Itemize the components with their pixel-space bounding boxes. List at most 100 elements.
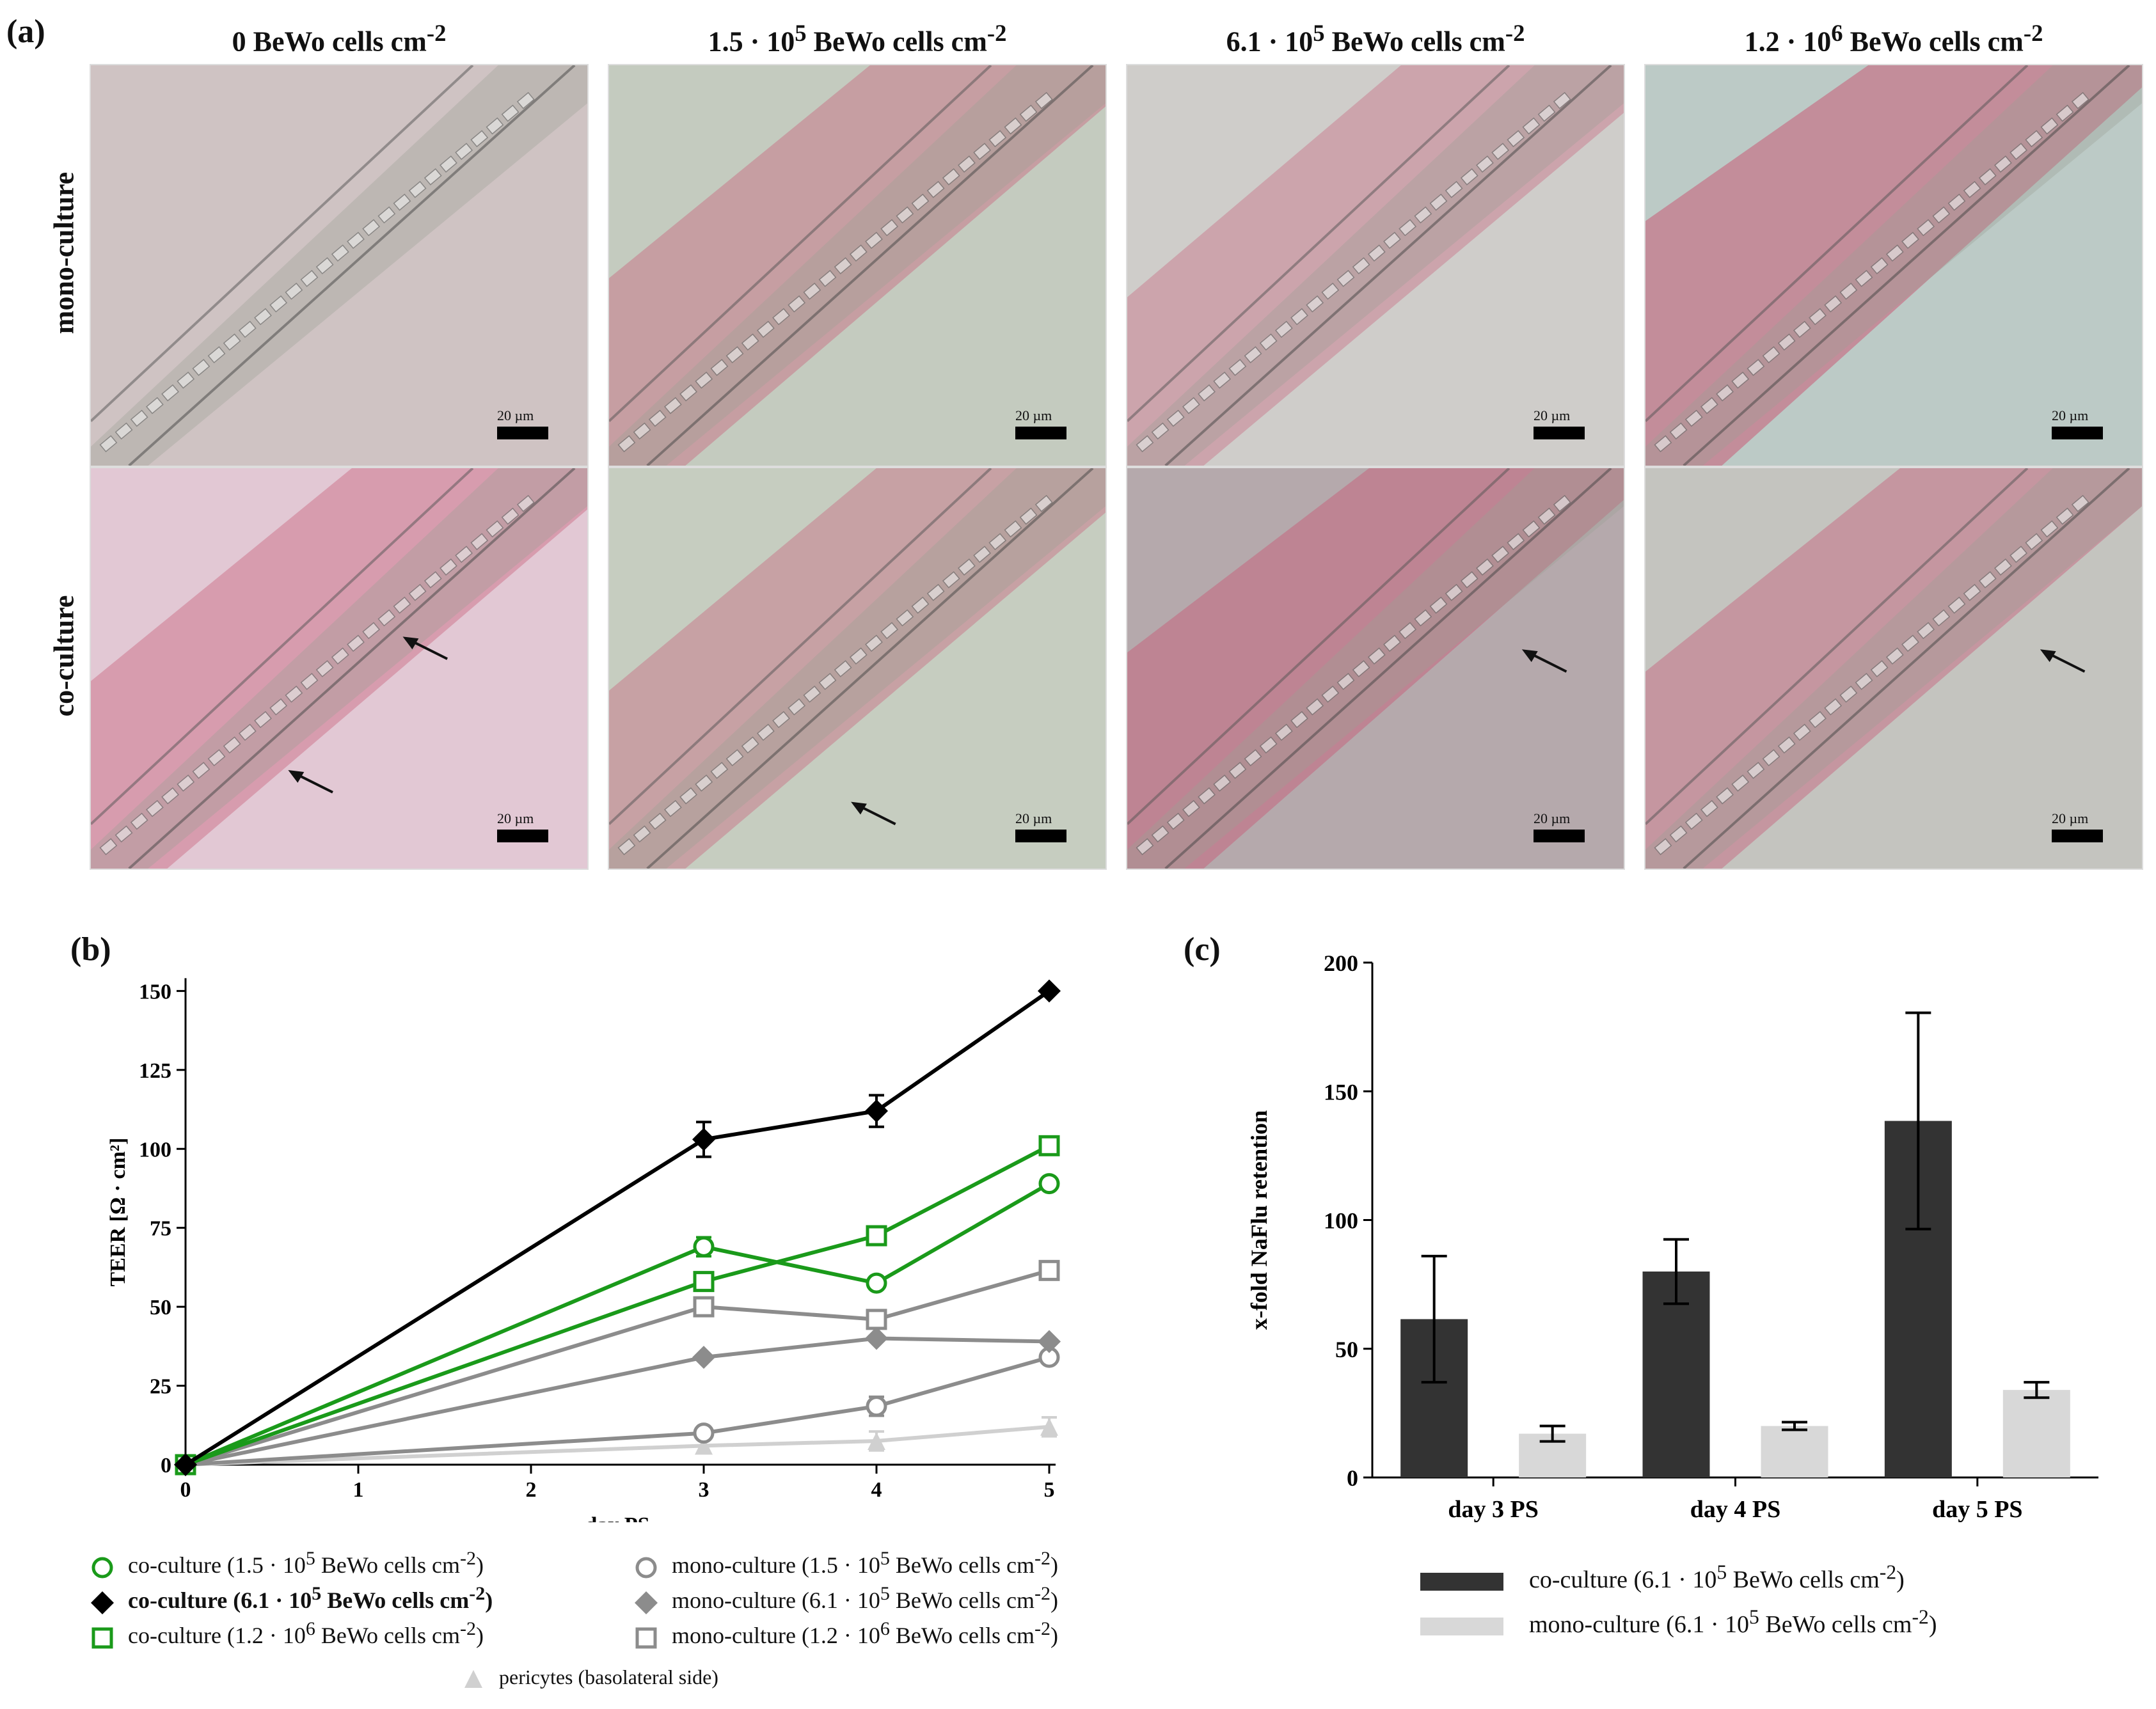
data-point <box>866 1225 887 1247</box>
column-title-2: 6.1 · 105 BeWo cells cm-2 <box>1226 20 1525 58</box>
x-tick-label: 3 <box>699 1478 709 1502</box>
data-point <box>693 1271 715 1293</box>
data-point <box>91 1557 113 1579</box>
scale-bar-label: 20 µm <box>1534 407 1571 423</box>
data-point <box>692 1346 715 1369</box>
bar <box>1642 1272 1710 1477</box>
legend-label: mono-culture (1.5 · 105 BeWo cells cm-2) <box>672 1548 1058 1578</box>
legend-label: co-culture (6.1 · 105 BeWo cells cm-2) <box>1529 1561 1905 1593</box>
y-tick-label: 125 <box>139 1059 171 1083</box>
legend-item: pericytes (basolateral side) <box>461 1663 718 1692</box>
row-label-mono: mono-culture <box>48 171 80 335</box>
micrograph-mono-1: 20 µm <box>608 64 1107 467</box>
y-tick-label: 50 <box>150 1296 171 1319</box>
y-tick-label: 100 <box>1324 1208 1358 1234</box>
legend-label: mono-culture (6.1 · 105 BeWo cells cm-2) <box>1529 1605 1937 1638</box>
legend-label: co-culture (6.1 · 105 BeWo cells cm-2) <box>128 1583 493 1613</box>
micrograph-co-0: 20 µm <box>90 467 589 870</box>
legend-item: mono-culture (6.1 · 105 BeWo cells cm-2) <box>633 1583 1058 1616</box>
legend-label: mono-culture (6.1 · 105 BeWo cells cm-2) <box>672 1583 1058 1613</box>
error-bar <box>1663 1238 1689 1305</box>
x-tick-label: 5 <box>1044 1478 1055 1502</box>
data-point <box>464 1669 482 1688</box>
scale-bar-label: 20 µm <box>497 407 534 423</box>
series-line <box>185 1424 1050 1467</box>
y-tick-label: 75 <box>150 1217 171 1241</box>
data-point <box>1038 1173 1060 1195</box>
y-axis-label: TEER [Ω · cm²] <box>106 1138 130 1287</box>
micrograph-co-2: 20 µm <box>1126 467 1625 870</box>
data-point <box>1038 1135 1060 1156</box>
legend-swatch <box>1420 1618 1503 1636</box>
legend-item: mono-culture (1.5 · 105 BeWo cells cm-2) <box>633 1548 1058 1580</box>
x-axis-label: day PS <box>585 1513 649 1522</box>
series-line <box>185 1336 1050 1467</box>
data-point <box>866 1272 887 1294</box>
data-point <box>1038 1259 1060 1281</box>
legend-label: co-culture (1.5 · 105 BeWo cells cm-2) <box>128 1548 484 1578</box>
y-tick-label: 50 <box>1335 1337 1358 1362</box>
legend-marker <box>91 1627 113 1649</box>
error-bar <box>1421 1254 1447 1384</box>
data-point <box>865 1099 888 1122</box>
legend-item: mono-culture (6.1 · 105 BeWo cells cm-2) <box>1420 1605 1937 1639</box>
data-point <box>865 1327 888 1350</box>
micrograph-co-1: 20 µm <box>608 467 1107 870</box>
data-point <box>91 1627 113 1649</box>
legend-marker <box>464 1669 482 1688</box>
legend-label: pericytes (basolateral side) <box>499 1666 718 1689</box>
scale-bar <box>1534 830 1585 842</box>
legend-item: co-culture (1.2 · 106 BeWo cells cm-2) <box>90 1618 484 1651</box>
series-line <box>185 1355 1050 1467</box>
legend-marker <box>635 1557 657 1579</box>
data-point <box>693 1296 715 1318</box>
data-point <box>635 1557 657 1579</box>
x-tick-label: 0 <box>180 1478 191 1502</box>
error-bar <box>1782 1421 1807 1431</box>
legend-marker <box>635 1627 657 1649</box>
x-tick-label: day 5 PS <box>1932 1496 2022 1523</box>
legend-item: co-culture (1.5 · 105 BeWo cells cm-2) <box>90 1548 484 1580</box>
series-line <box>185 1144 1050 1467</box>
scale-bar <box>2052 427 2103 439</box>
scale-bar <box>1534 427 1585 439</box>
panel-a-label: (a) <box>6 13 45 50</box>
data-point <box>695 1437 713 1455</box>
naflu-bar-chart: 0 50 100 150 200 x-fold NaFlu retention day 3 … <box>1246 950 2098 1523</box>
scale-bar-label: 20 µm <box>1015 407 1052 423</box>
scale-bar <box>497 427 548 439</box>
scale-bar <box>497 830 548 842</box>
column-title-0: 0 BeWo cells cm-2 <box>232 20 447 58</box>
teer-line-chart: 0 25 50 75 100 125 150 0 1 2 3 4 5 day PS TEER [Ω · cm… <box>106 978 1061 1522</box>
legend-label: co-culture (1.2 · 106 BeWo cells cm-2) <box>128 1618 484 1648</box>
panel-c-label: (c) <box>1184 931 1221 968</box>
bar <box>2002 1390 2070 1477</box>
panel-b-label: (b) <box>70 931 111 968</box>
series-1 <box>174 979 1061 1476</box>
legend-item: co-culture (6.1 · 105 BeWo cells cm-2) <box>90 1583 493 1616</box>
scale-bar-label: 20 µm <box>1534 810 1571 826</box>
data-point <box>693 1236 715 1257</box>
scale-bar-label: 20 µm <box>2052 810 2089 826</box>
legend-marker <box>91 1557 113 1579</box>
x-tick-label: 4 <box>871 1478 882 1502</box>
y-tick-label: 0 <box>161 1454 171 1477</box>
y-tick-label: 150 <box>1324 1079 1358 1105</box>
data-point <box>868 1431 885 1450</box>
y-tick-label: 150 <box>139 980 171 1004</box>
series-line <box>184 1181 1050 1467</box>
bar <box>1761 1426 1828 1477</box>
data-point <box>1040 1417 1058 1436</box>
scale-bar <box>2052 830 2103 842</box>
legend-item: mono-culture (1.2 · 106 BeWo cells cm-2) <box>633 1618 1058 1651</box>
series-line <box>185 1268 1050 1467</box>
legend-swatch <box>1420 1573 1503 1591</box>
y-tick-label: 25 <box>150 1375 171 1399</box>
scale-bar-label: 20 µm <box>497 810 534 826</box>
error-bar <box>1539 1424 1565 1443</box>
data-point <box>866 1396 887 1417</box>
micrograph-mono-0: 20 µm <box>90 64 589 467</box>
data-point <box>692 1128 715 1151</box>
data-point <box>1038 979 1061 1003</box>
data-point <box>174 1453 197 1476</box>
